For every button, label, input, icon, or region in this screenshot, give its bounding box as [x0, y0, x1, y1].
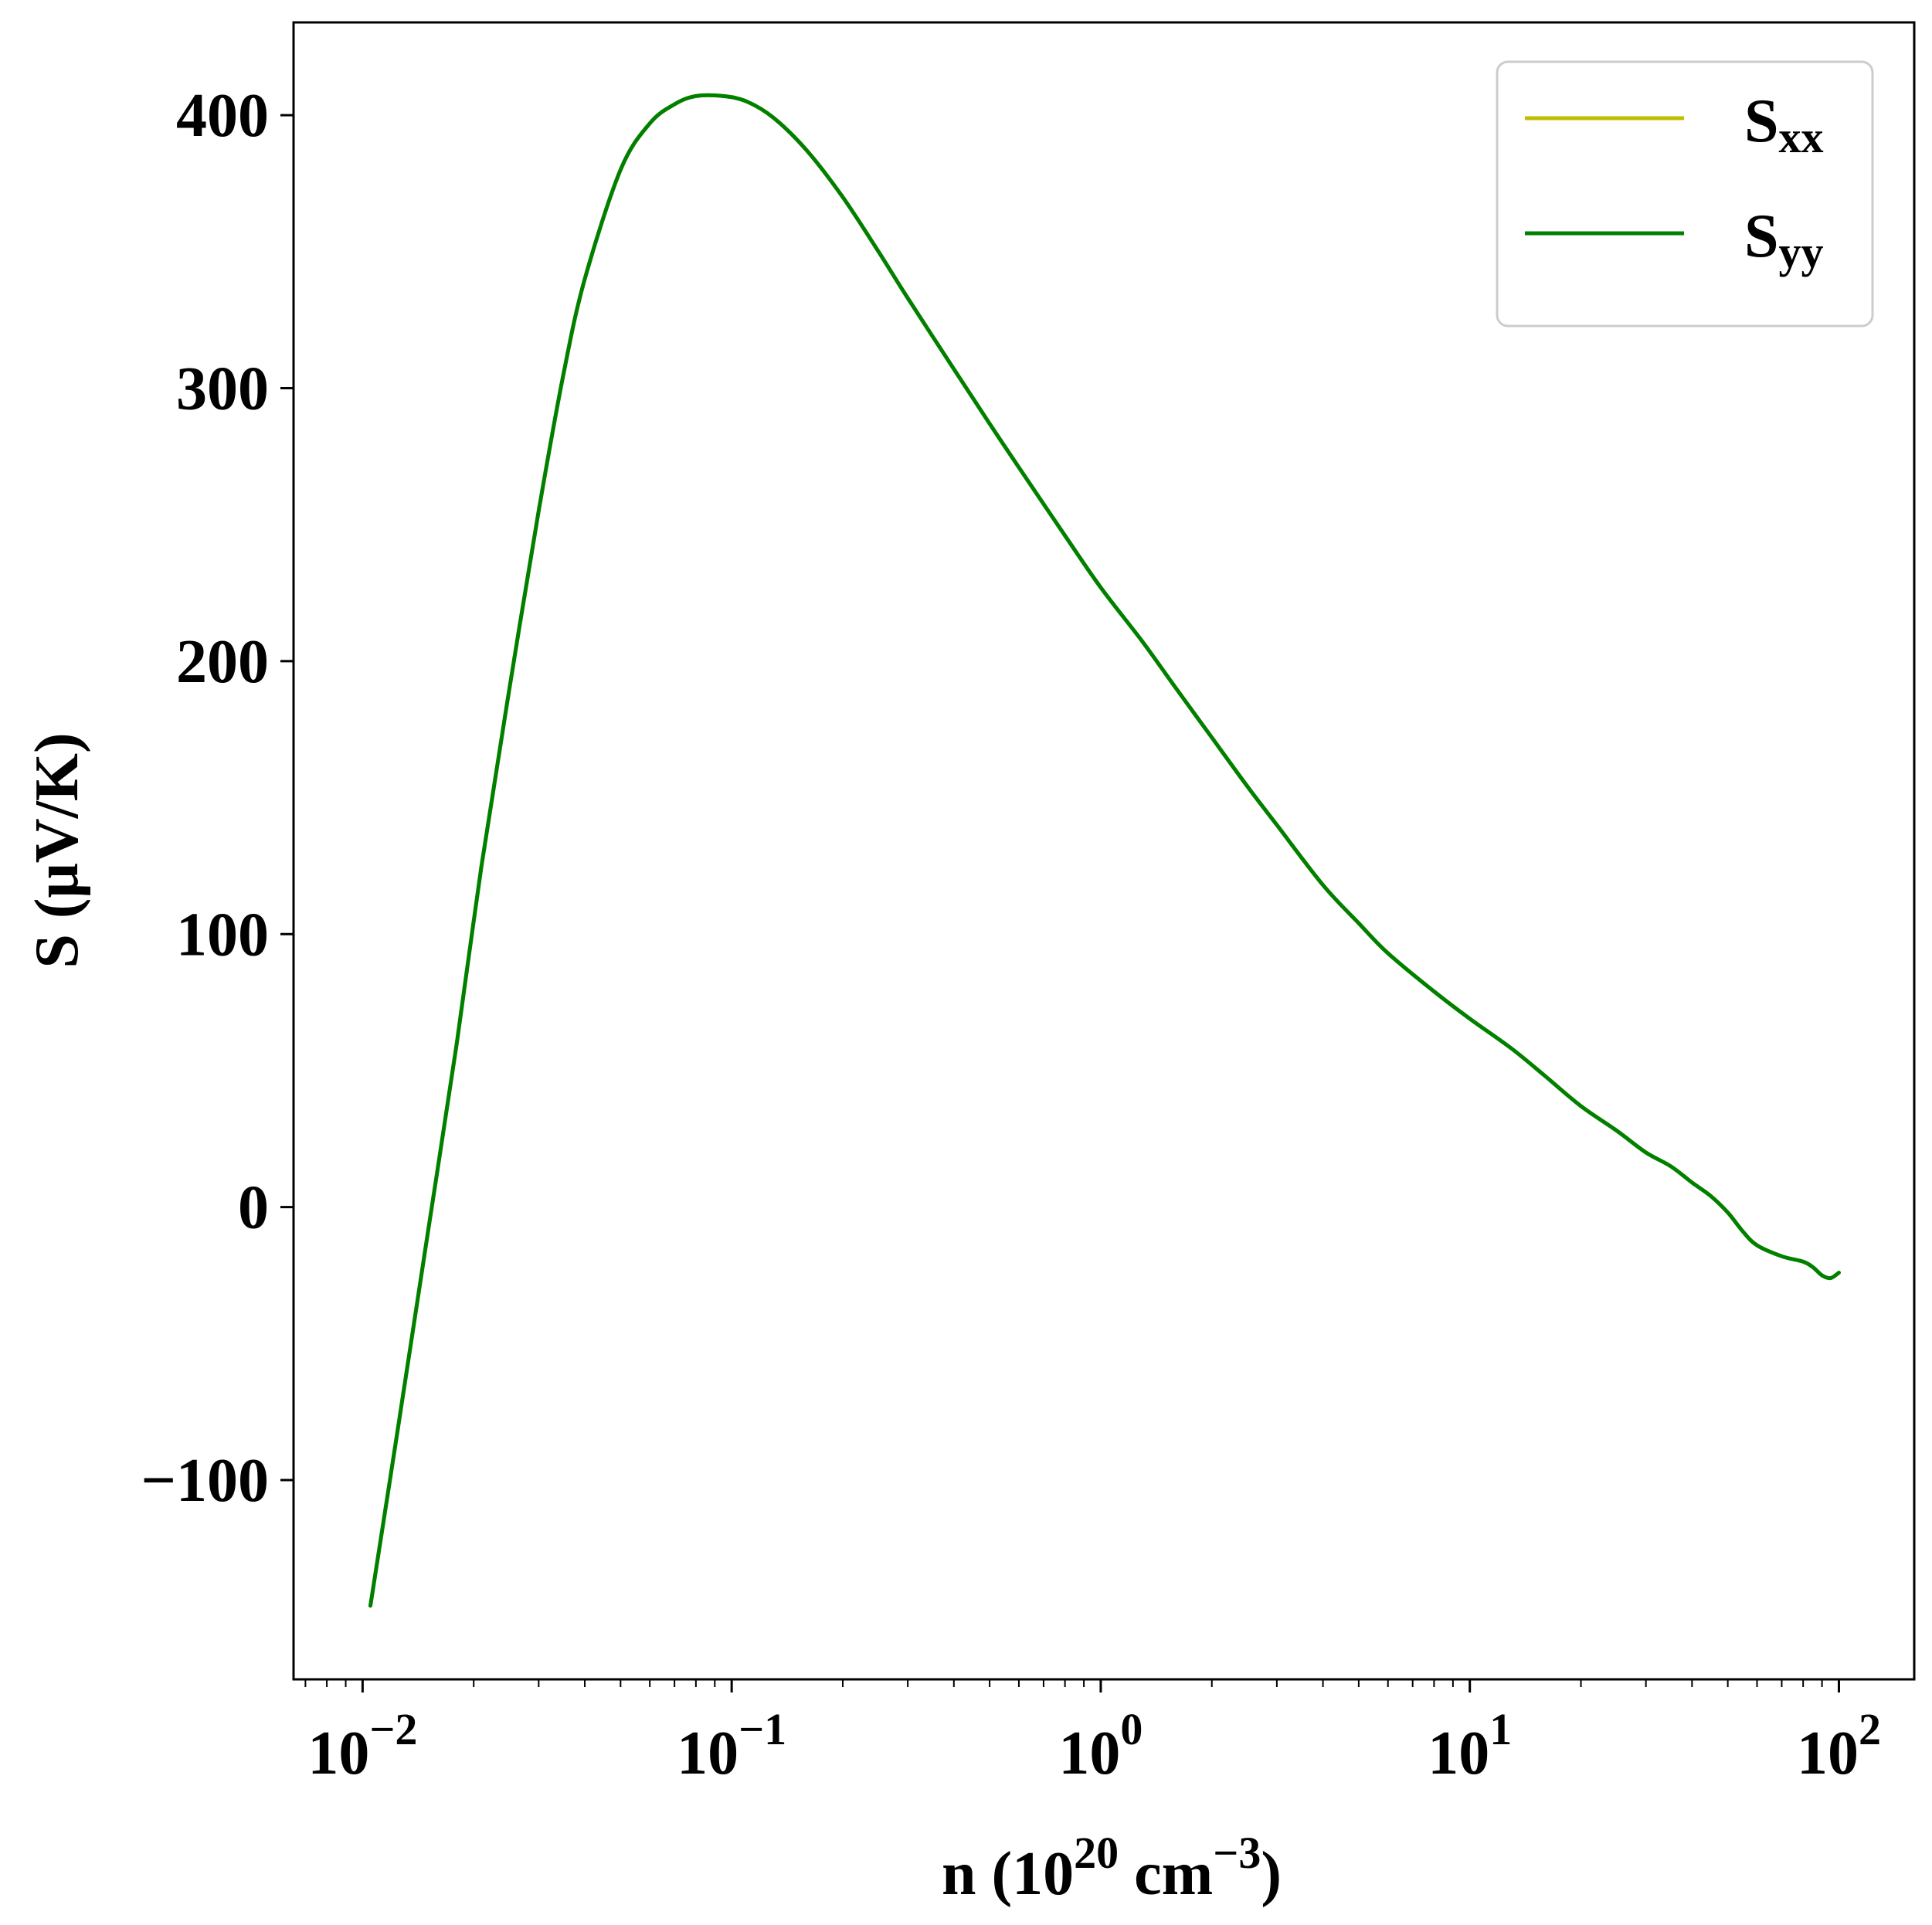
y-tick-label: −100 — [141, 1447, 269, 1515]
x-tick-label-base: 10 — [1797, 1720, 1859, 1788]
x-axis-label: n (1020 cm−3) — [942, 1828, 1282, 1908]
series-layer — [368, 93, 1841, 1608]
legend-label-sxx-base: S — [1744, 87, 1779, 155]
x-axis-label-unit: cm — [1119, 1840, 1213, 1908]
legend-label-sxx: Sxx — [1744, 87, 1824, 162]
x-axis-label-suffix: ) — [1261, 1840, 1282, 1908]
x-tick-label-exp: −1 — [739, 1704, 786, 1754]
legend-frame — [1496, 60, 1874, 328]
x-tick-label-base: 10 — [1428, 1720, 1489, 1788]
x-tick-label: 100 — [1058, 1704, 1143, 1788]
x-axis-label-prefix: n (10 — [942, 1840, 1074, 1908]
y-tick-label: 400 — [176, 82, 269, 150]
x-tick-label-exp: 1 — [1489, 1704, 1512, 1754]
y-tick-label: 300 — [176, 355, 269, 423]
x-tick-label: 101 — [1428, 1704, 1512, 1788]
x-tick-label: 102 — [1797, 1704, 1881, 1788]
x-minor-ticks — [304, 1679, 1823, 1687]
x-axis-label-unit-exp: −3 — [1213, 1828, 1261, 1878]
legend-label-syy-base: S — [1744, 202, 1779, 270]
legend-label-syy-sub: yy — [1779, 227, 1824, 277]
x-tick-label: 10−1 — [677, 1704, 786, 1788]
legend-label-sxx-sub: xx — [1779, 112, 1824, 162]
x-tick-label-base: 10 — [307, 1720, 369, 1788]
legend-label-syy: Syy — [1744, 202, 1824, 277]
x-tick-label: 10−2 — [307, 1704, 417, 1788]
y-tick-label: 200 — [176, 628, 269, 696]
y-axis-label: S (μV/K) — [23, 732, 91, 968]
legend: Sxx Syy — [1496, 60, 1874, 328]
x-axis-label-exp: 20 — [1074, 1828, 1119, 1878]
x-tick-label-exp: 0 — [1120, 1704, 1143, 1754]
x-tick-label-base: 10 — [677, 1720, 739, 1788]
x-tick-label-base: 10 — [1058, 1720, 1120, 1788]
plot-frame — [292, 21, 1916, 1681]
y-tick-label: 0 — [238, 1174, 269, 1242]
y-tick-label: 100 — [176, 901, 269, 969]
x-tick-label-exp: 2 — [1859, 1704, 1881, 1754]
series-line-yy — [368, 93, 1841, 1608]
x-tick-label-exp: −2 — [369, 1704, 417, 1754]
